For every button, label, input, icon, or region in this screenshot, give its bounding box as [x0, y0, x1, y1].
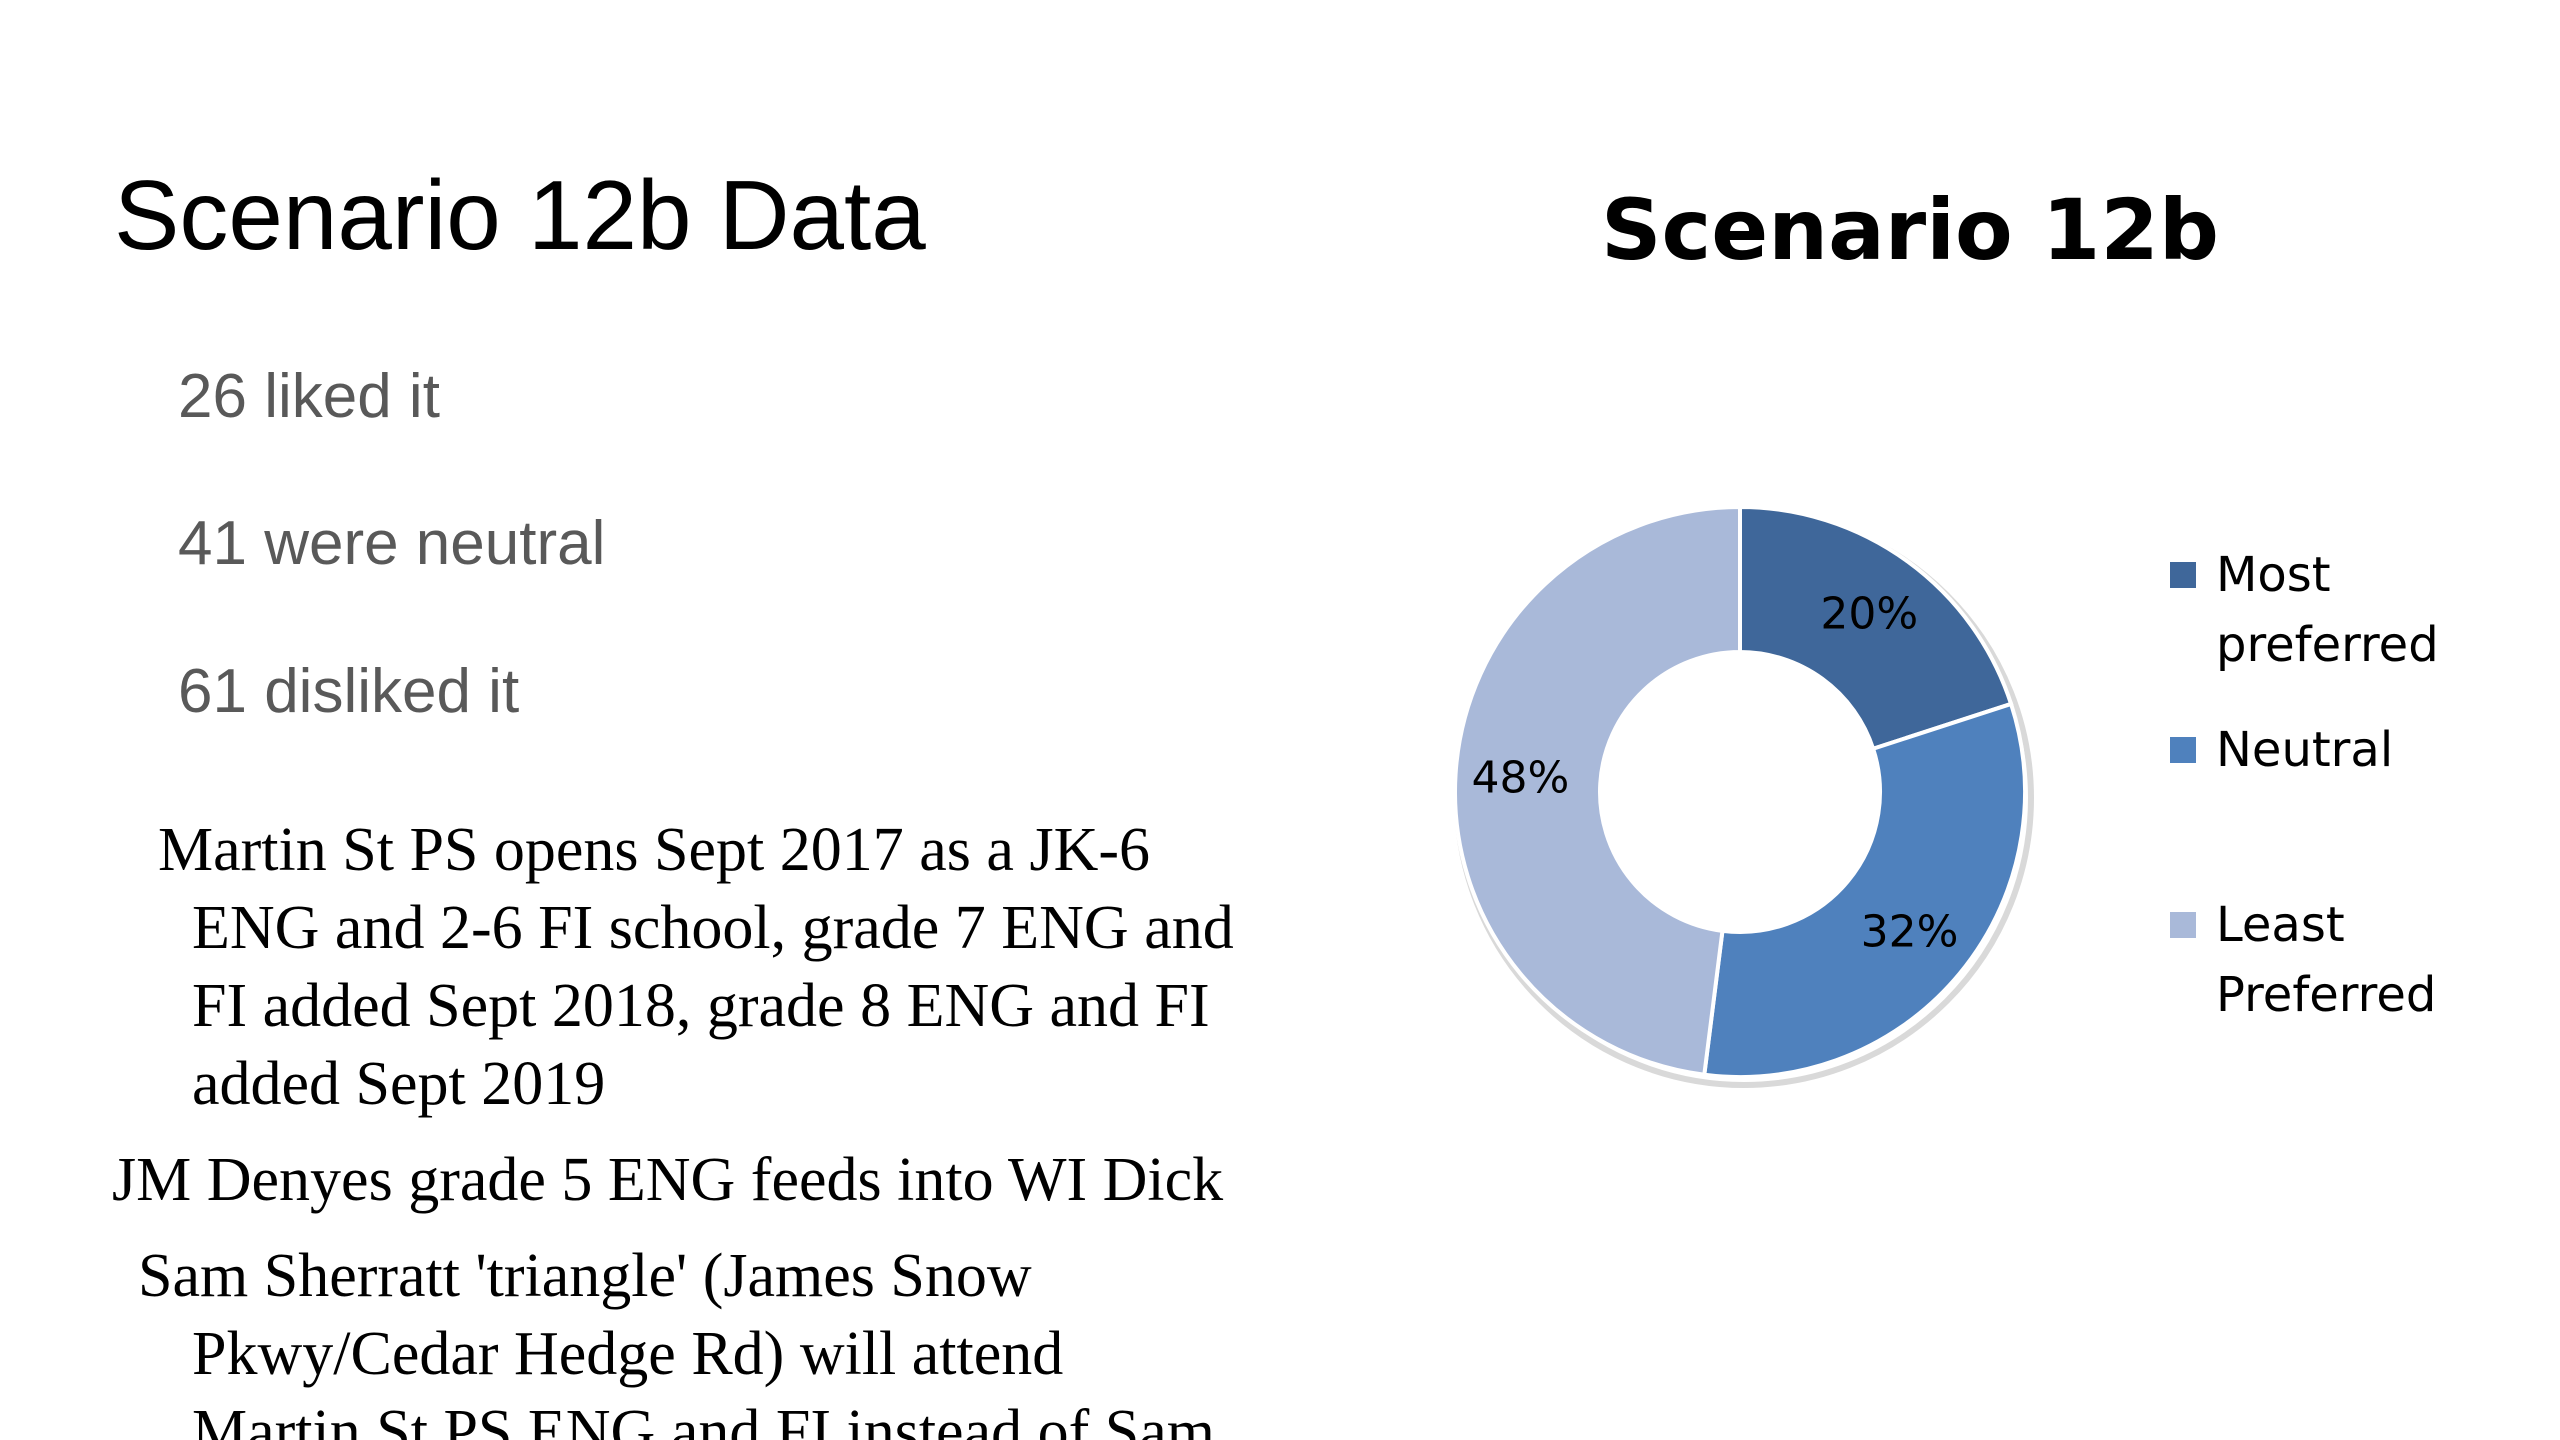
- legend-swatch-2: [2170, 912, 2196, 938]
- chart-title: Scenario 12b: [1601, 181, 2219, 279]
- slide-title: Scenario 12b Data: [114, 160, 926, 270]
- legend-label-line: Most: [2216, 547, 2331, 603]
- paragraph-line: Sam Sherratt 'triangle' (James Snow: [138, 1242, 1032, 1310]
- legend-label-line: Preferred: [2216, 967, 2437, 1023]
- legend-swatch-0: [2170, 562, 2196, 588]
- stat-disliked: 61 disliked it: [178, 657, 520, 726]
- paragraph-line: ENG and 2-6 FI school, grade 7 ENG and: [192, 894, 1234, 962]
- donut-slice-1: [1702, 701, 2027, 1079]
- paragraph-line: Martin St PS opens Sept 2017 as a JK-6: [158, 816, 1150, 884]
- chart-legend: Most preferred Neutral Least Preferred: [2170, 540, 2530, 1040]
- legend-label-0: Most preferred: [2216, 540, 2476, 680]
- paragraph-line: added Sept 2019: [192, 1050, 606, 1118]
- legend-swatch-1: [2170, 737, 2196, 763]
- donut-slice-2: [1453, 504, 1742, 1077]
- data-label-2: 48%: [1472, 753, 1570, 804]
- paragraph-line: Martin St PS ENG and FI instead of Sam: [192, 1398, 1215, 1440]
- legend-label-line: preferred: [2216, 617, 2439, 673]
- stat-neutral: 41 were neutral: [178, 509, 606, 578]
- legend-label-2: Least Preferred: [2216, 890, 2476, 1030]
- legend-label-line: Least: [2216, 897, 2345, 953]
- legend-label-1: Neutral: [2216, 715, 2476, 785]
- paragraph-jm-denyes: JM Denyes grade 5 ENG feeds into WI Dick: [112, 1146, 1224, 1214]
- donut-slice-0: [1738, 504, 2014, 752]
- stat-liked: 26 liked it: [178, 362, 440, 431]
- paragraph-line: Pkwy/Cedar Hedge Rd) will attend: [192, 1320, 1064, 1388]
- legend-label-line: Neutral: [2216, 722, 2394, 778]
- data-label-1: 32%: [1861, 907, 1959, 958]
- paragraph-line: FI added Sept 2018, grade 8 ENG and FI: [192, 972, 1210, 1040]
- data-label-0: 20%: [1820, 589, 1918, 640]
